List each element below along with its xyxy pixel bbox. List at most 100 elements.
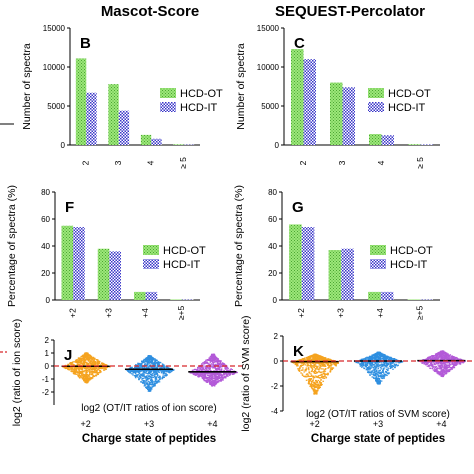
panel-letter-k: K bbox=[293, 343, 304, 360]
scatter-points-1 bbox=[125, 355, 175, 392]
legend-swatch-hcd-ot bbox=[143, 245, 159, 255]
y-axis-label: Number of spectra bbox=[235, 43, 247, 130]
y-axis-label: Percentage of spectra (%) bbox=[233, 185, 245, 307]
y-tick-label: -2 bbox=[271, 382, 279, 391]
legend-label-hcd-ot: HCD-OT bbox=[163, 245, 206, 257]
y-tick-label: 0 bbox=[274, 357, 279, 366]
x-tick-label: 2 bbox=[81, 160, 91, 165]
y-tick-label: 40 bbox=[41, 242, 50, 251]
bar-hcd-it-2 bbox=[381, 135, 394, 145]
bar-hcd-it-0 bbox=[301, 227, 315, 300]
bar-hcd-ot-1 bbox=[328, 250, 342, 300]
y-tick-label: 2 bbox=[274, 332, 279, 341]
y-tick-label: 5000 bbox=[47, 102, 65, 111]
bar-hcd-it-0 bbox=[86, 92, 97, 145]
bar-hcd-ot-2 bbox=[140, 134, 152, 145]
y-tick-label: 10000 bbox=[257, 63, 280, 72]
panel-letter-j: J bbox=[64, 347, 72, 364]
panel-annotation: log2 (OT/IT ratios of ion score) bbox=[81, 403, 216, 414]
legend-swatch-hcd-ot bbox=[160, 88, 176, 98]
bar-hcd-it-1 bbox=[118, 110, 130, 145]
y-tick-label: -4 bbox=[271, 407, 279, 416]
bar-hcd-it-2 bbox=[380, 291, 394, 300]
y-axis-label: log2 (ratio of SVM score) bbox=[240, 315, 252, 431]
panel-letter-g: G bbox=[292, 199, 304, 216]
x-tick-label: 3 bbox=[113, 160, 123, 165]
x-tick-label: +2 bbox=[81, 419, 91, 429]
panel-c: C 0 5000 10000 15000 Number of spectra 2 3 4 ≥ 5 H… bbox=[235, 24, 440, 169]
panel-letter-b: B bbox=[80, 35, 91, 52]
legend-label-hcd-ot: HCD-OT bbox=[388, 88, 431, 100]
bar-hcd-it-1 bbox=[341, 248, 354, 300]
legend-label-hcd-it: HCD-IT bbox=[180, 102, 218, 114]
x-tick-label: 4 bbox=[146, 160, 156, 165]
panel-annotation: log2 (OT/IT ratios of SVM score) bbox=[306, 409, 450, 420]
y-tick-label: 20 bbox=[41, 269, 50, 278]
y-tick-label: 1 bbox=[45, 349, 50, 358]
y-tick-label: 15000 bbox=[43, 24, 66, 33]
legend-label-hcd-ot: HCD-OT bbox=[390, 245, 433, 257]
bar-hcd-it-0 bbox=[73, 227, 85, 300]
legend-swatch-hcd-ot bbox=[368, 88, 384, 98]
panel-letter-f: F bbox=[65, 199, 74, 216]
x-tick-label: +2 bbox=[296, 308, 306, 318]
bar-hcd-it-0 bbox=[303, 59, 316, 146]
bar-hcd-ot-3 bbox=[173, 144, 184, 145]
legend-swatch-hcd-it bbox=[368, 102, 384, 112]
legend-swatch-hcd-it bbox=[143, 259, 159, 269]
y-tick-label: 0 bbox=[273, 296, 278, 305]
y-tick-label: 0 bbox=[275, 141, 280, 150]
legend-label-hcd-it: HCD-IT bbox=[388, 102, 426, 114]
panel-b: B 0 5000 10000 15000 Number of spectra 2 3 4 ≥ 5 H… bbox=[21, 24, 223, 169]
x-tick-label: ≥+5 bbox=[415, 306, 425, 321]
y-tick-label: 0 bbox=[61, 141, 66, 150]
scatter-points-1 bbox=[354, 351, 404, 385]
y-tick-label: 60 bbox=[268, 215, 277, 224]
y-tick-label: 2 bbox=[45, 336, 50, 345]
x-tick-label: +3 bbox=[336, 308, 346, 318]
bar-hcd-it-1 bbox=[342, 87, 355, 145]
column-title-left: Mascot-Score bbox=[101, 3, 199, 20]
bar-hcd-ot-3 bbox=[170, 299, 182, 300]
y-axis-label: log2 (ratio of ion score) bbox=[11, 319, 23, 426]
x-tick-label: +4 bbox=[436, 419, 446, 429]
x-tick-label: +2 bbox=[310, 419, 320, 429]
y-tick-label: 0 bbox=[46, 296, 51, 305]
y-axis-label: Percentage of spectra (%) bbox=[6, 185, 18, 307]
bar-hcd-ot-1 bbox=[330, 82, 343, 145]
bar-hcd-ot-2 bbox=[134, 291, 146, 300]
scatter-points-2 bbox=[189, 353, 238, 387]
legend-label-hcd-it: HCD-IT bbox=[390, 259, 428, 271]
y-tick-label: -2 bbox=[42, 388, 50, 397]
bar-hcd-ot-3 bbox=[407, 299, 421, 300]
bar-hcd-it-3 bbox=[420, 144, 433, 145]
x-tick-label: +2 bbox=[67, 308, 77, 318]
legend-label-hcd-ot: HCD-OT bbox=[180, 88, 223, 100]
bar-hcd-it-1 bbox=[109, 251, 121, 300]
panel-letter-c: C bbox=[294, 35, 305, 52]
panel-j: J -2 -1 0 1 2 log2 (ratio of ion score) +2 +3 +4 l… bbox=[11, 319, 244, 445]
scatter-points-2 bbox=[418, 350, 466, 378]
bar-hcd-ot-1 bbox=[108, 84, 119, 145]
y-tick-label: -1 bbox=[42, 375, 50, 384]
x-tick-label: 4 bbox=[376, 160, 386, 165]
y-tick-label: 5000 bbox=[261, 102, 279, 111]
bar-hcd-ot-1 bbox=[97, 248, 110, 300]
x-tick-label: 2 bbox=[298, 160, 308, 165]
y-tick-label: 60 bbox=[41, 215, 50, 224]
panel-g: G 0 20 40 60 80 Percentage of spectra (%) +2 +3 +… bbox=[233, 185, 440, 320]
bar-hcd-ot-0 bbox=[61, 225, 74, 300]
legend-swatch-hcd-it bbox=[160, 102, 176, 112]
x-tick-label: ≥ 5 bbox=[178, 157, 188, 169]
legend-swatch-hcd-ot bbox=[370, 245, 386, 255]
bar-hcd-ot-2 bbox=[368, 291, 381, 300]
y-tick-label: 80 bbox=[41, 188, 50, 197]
bar-hcd-ot-2 bbox=[369, 134, 382, 145]
y-tick-label: 0 bbox=[45, 362, 50, 371]
x-tick-label: +4 bbox=[140, 308, 150, 318]
legend-label-hcd-it: HCD-IT bbox=[163, 259, 201, 271]
x-axis-label: Charge state of peptides bbox=[82, 433, 216, 445]
x-tick-label: +3 bbox=[373, 419, 383, 429]
x-tick-label: ≥ 5 bbox=[415, 157, 425, 169]
